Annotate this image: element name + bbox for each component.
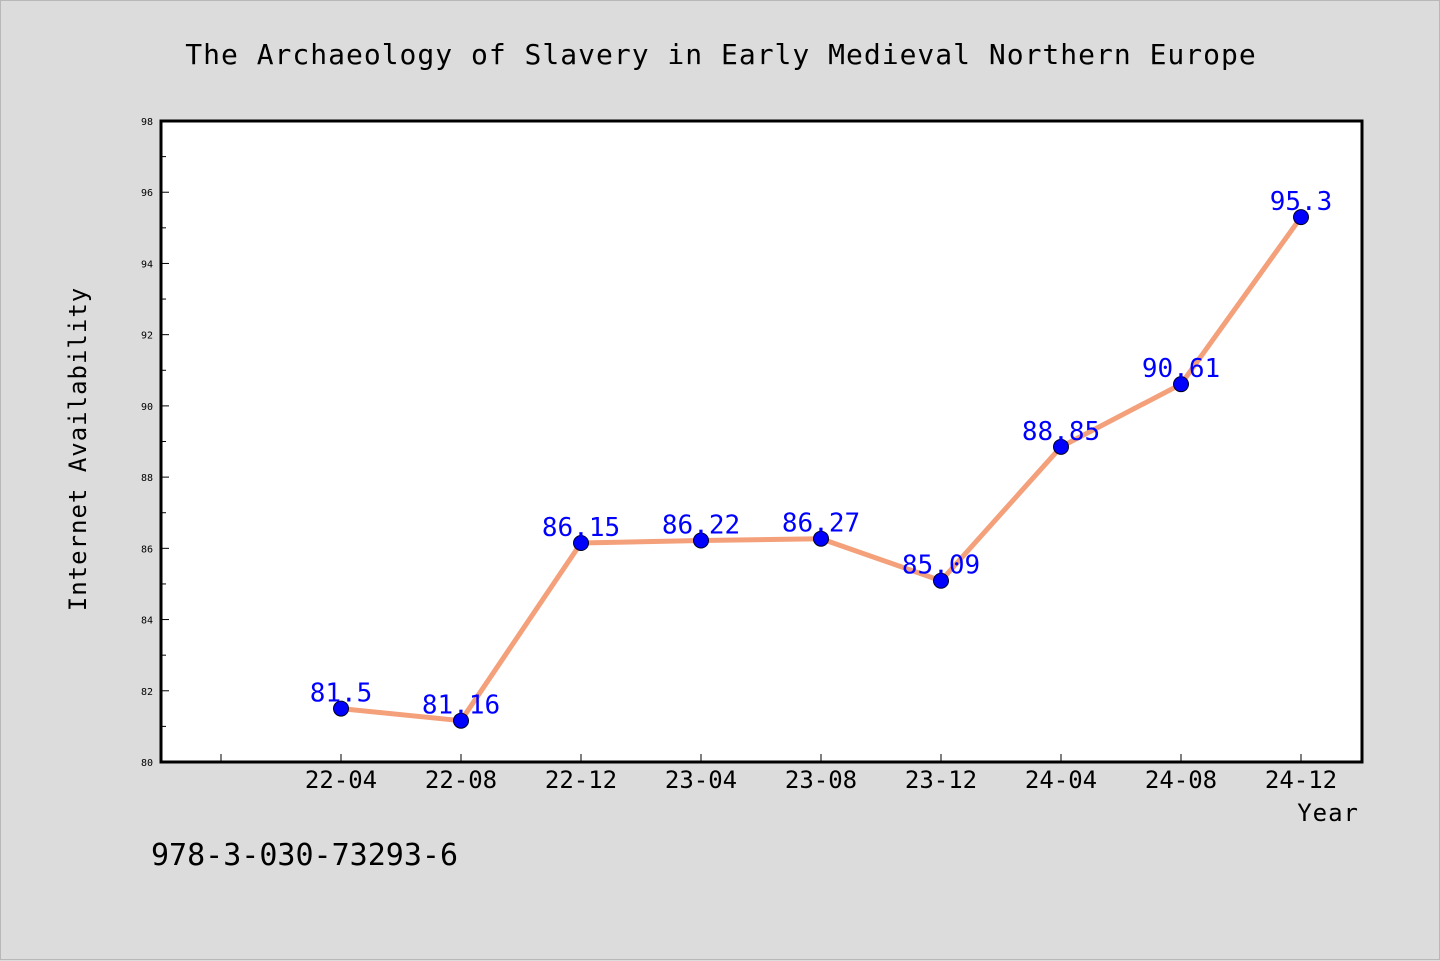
data-point bbox=[693, 532, 709, 549]
data-point bbox=[573, 534, 589, 551]
data-point bbox=[933, 572, 949, 589]
y-tick-label: 88 bbox=[141, 473, 153, 484]
data-point bbox=[1173, 376, 1189, 393]
x-tick-label: 22-12 bbox=[545, 766, 617, 794]
series-line-group bbox=[333, 209, 1309, 729]
data-label: 86.27 bbox=[782, 509, 860, 539]
y-tick-label: 82 bbox=[141, 687, 153, 698]
isbn-footer: 978-3-030-73293-6 bbox=[151, 838, 458, 873]
x-axis-label: Year bbox=[1297, 799, 1359, 827]
data-label: 90.61 bbox=[1142, 354, 1220, 384]
y-tick-label: 86 bbox=[141, 544, 153, 555]
data-label: 95.3 bbox=[1270, 187, 1333, 217]
y-tick-label: 92 bbox=[141, 331, 153, 342]
data-label-group: 81.5 81.16 86.15 86.22 86.27 85.09 88.85 90.61 9… bbox=[310, 187, 1333, 721]
x-tick-label: 23-08 bbox=[785, 766, 857, 794]
data-label: 81.5 bbox=[310, 679, 373, 709]
data-label: 81.16 bbox=[422, 691, 500, 721]
data-point bbox=[333, 700, 349, 717]
data-point bbox=[1053, 438, 1069, 455]
data-point bbox=[813, 530, 829, 547]
y-tick-label: 94 bbox=[141, 259, 153, 270]
x-tick-label: 24-04 bbox=[1025, 766, 1097, 794]
plot-area bbox=[159, 119, 1364, 764]
y-tick-label: 90 bbox=[141, 402, 153, 413]
data-label: 86.22 bbox=[662, 510, 740, 540]
x-tick-label: 23-04 bbox=[665, 766, 737, 794]
data-point bbox=[453, 712, 469, 729]
y-tick-label: 98 bbox=[141, 117, 153, 128]
x-tick-label: 24-08 bbox=[1145, 766, 1217, 794]
x-tick-label: 24-12 bbox=[1265, 766, 1337, 794]
data-label: 85.09 bbox=[902, 551, 980, 581]
data-label: 86.15 bbox=[542, 513, 620, 543]
x-tick-label: 23-12 bbox=[905, 766, 977, 794]
data-point bbox=[1293, 209, 1309, 226]
x-tick-label: 22-04 bbox=[305, 766, 377, 794]
y-axis-label: Internet Availability bbox=[64, 287, 92, 611]
y-tick-label: 80 bbox=[141, 758, 153, 769]
y-tick-label: 84 bbox=[141, 616, 153, 627]
chart-title: The Archaeology of Slavery in Early Medi… bbox=[185, 38, 1256, 71]
y-axis: 80 82 84 86 88 90 92 94 96 98 bbox=[141, 117, 169, 769]
x-tick-label: 22-08 bbox=[425, 766, 497, 794]
y-tick-label: 96 bbox=[141, 188, 153, 199]
x-axis: 22-04 22-08 22-12 23-04 23-08 23-12 24-04 24-08… bbox=[220, 754, 1337, 794]
data-label: 88.85 bbox=[1022, 417, 1100, 447]
